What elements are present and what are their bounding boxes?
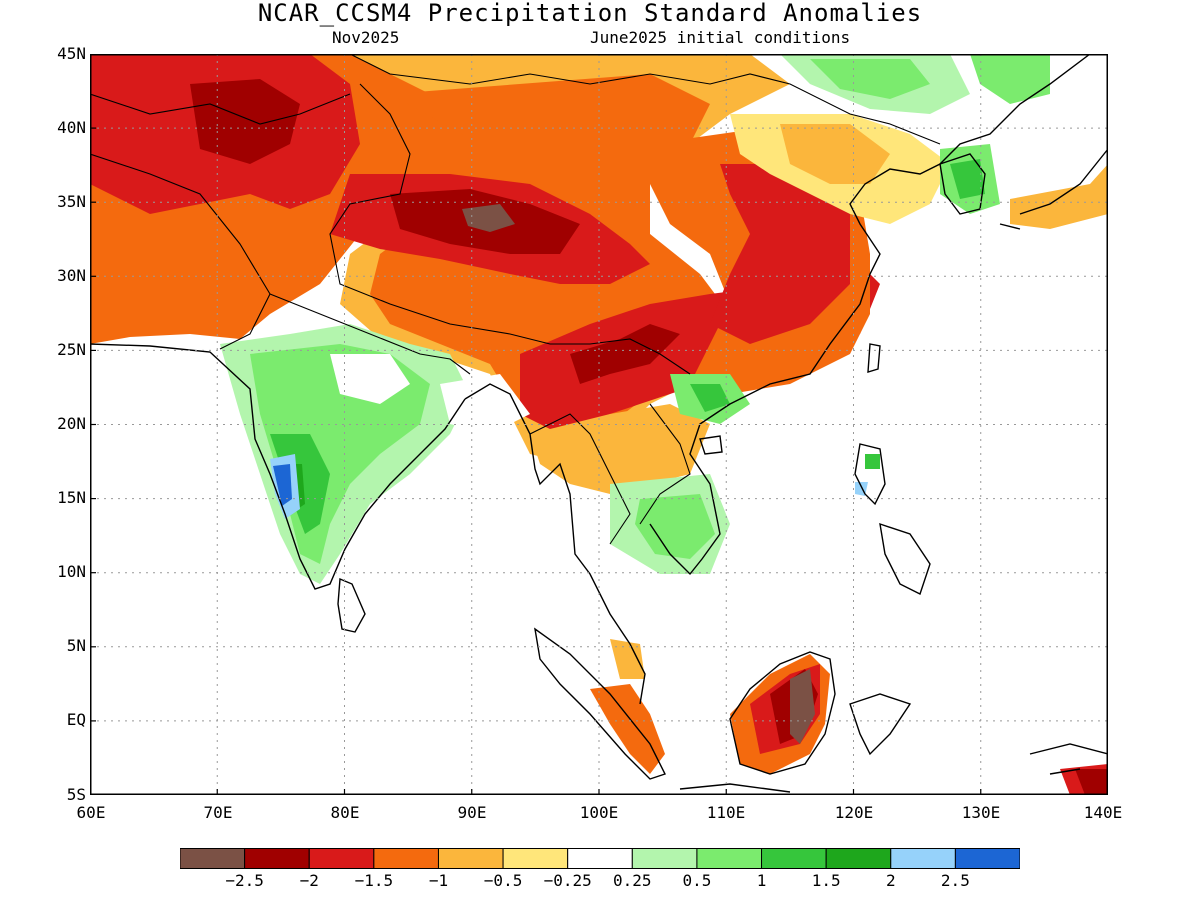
anomaly-field-laos-darkgreen [690,384,730,412]
colorbar-swatch [696,848,763,869]
colorbar-swatch [954,848,1020,869]
lat-label: 35N [57,192,86,211]
lon-label: 60E [76,803,106,822]
lon-label: 110E [706,803,746,822]
lon-label: 120E [834,803,874,822]
forecast-month: Nov2025 [332,28,400,47]
colorbar-swatch [890,848,956,869]
lat-label: 45N [57,44,86,63]
colorbar-swatch [631,848,698,869]
gridlines [90,54,1108,795]
chart-title: NCAR_CCSM4 Precipitation Standard Anomal… [257,0,923,27]
border-pakistan [90,153,271,350]
coastline-borneo [729,651,836,775]
colorbar-swatch [825,848,892,869]
lon-label: 140E [1083,803,1123,822]
lat-label: 25N [57,340,86,359]
coastline-srilanka [337,577,366,633]
lat-label: 5N [66,636,86,655]
coastline-korea [939,153,986,215]
lat-label: 5S [66,785,86,804]
anomaly-map [90,54,1108,795]
anomaly-field-korea-darkgreen [950,159,985,199]
anomaly-field-india-blue [273,464,292,506]
colorbar-label: −2.5 [225,871,264,890]
lon-label: 100E [579,803,619,822]
colorbar-swatch [180,848,246,869]
anomaly-field-tibet-core [462,204,515,232]
colorbar-label: 1 [756,871,767,890]
colorbar-swatch [373,848,439,869]
anomaly-field-north-green [970,54,1050,104]
lat-label: 20N [57,414,86,433]
anomaly-field-northeast-lightorange [780,124,890,184]
colorbar [180,848,1020,869]
map-border [90,54,1108,795]
anomaly-field-afghan-darkred [190,79,300,164]
coastline-sumatra [534,627,666,780]
anomaly-field-sumatra-orange [590,684,665,774]
anomaly-field-japan-orange [1010,164,1108,229]
coastline-hainan [699,435,723,455]
colorbar-swatch [761,848,827,869]
anomaly-field-vietnam-green2 [635,494,715,559]
border-china-north [349,54,941,145]
lon-label: 90E [457,803,487,822]
colorbar-label: 2.5 [940,871,970,890]
colorbar-label: −2 [299,871,319,890]
coastline-philippines [854,443,931,595]
anomaly-field-bengal-white [440,374,530,434]
colorbar-label: −0.25 [543,871,592,890]
colorbar-swatch [308,848,375,869]
coastline-indochina [649,54,1091,576]
lon-label: 70E [203,803,233,822]
colorbar-swatch [244,848,310,869]
anomaly-field-philippines-green [865,454,880,469]
coastline-newguinea [1029,743,1108,775]
initial-conditions: June2025 initial conditions [590,28,851,47]
border-china-west [329,83,691,375]
anomaly-field-eastchina-red [710,164,850,344]
anomaly-field-malaysia-orange [610,639,645,679]
colorbar-label: 0.25 [613,871,652,890]
anomaly-field-borneo-core [790,669,815,744]
coastline-japan [999,148,1108,230]
colorbar-label: −1.5 [354,871,394,890]
country-borders [90,54,941,545]
lat-label: 40N [57,118,86,137]
border-central-asia [90,93,351,125]
anomaly-field-southchina-darkred [570,324,680,384]
map-svg [90,54,1108,795]
lat-label: 15N [57,488,86,507]
coastlines [90,54,1108,793]
coastline-taiwan [867,343,881,373]
colorbar-swatch [567,848,633,869]
coastline-sulawesi [849,693,912,756]
lon-label: 130E [961,803,1001,822]
anomaly-field-mongolia-green [810,59,930,99]
border-myanmar-thai [529,413,631,545]
colorbar-label: −0.5 [483,871,523,890]
lat-label: EQ [66,710,86,729]
colorbar-label: 2 [885,871,896,890]
lat-label: 10N [57,562,86,581]
lon-label: 80E [330,803,360,822]
border-india-nepal [269,293,471,375]
coastline-java [679,783,791,793]
colorbar-swatch [502,848,569,869]
coastline-bengal-asia [464,383,646,705]
border-laos-vietnam [639,403,691,525]
colorbar-swatch [437,848,504,869]
coastline-india [90,343,466,590]
lat-label: 30N [57,266,86,285]
anomaly-field-newguinea-darkred [1075,769,1108,795]
colorbar-label: 0.5 [682,871,712,890]
colorbar-label: 1.5 [811,871,841,890]
colorbar-label: −1 [428,871,449,890]
anomaly-field-indochina-lightorange [530,404,710,494]
anomaly-field-india-white [330,354,410,404]
